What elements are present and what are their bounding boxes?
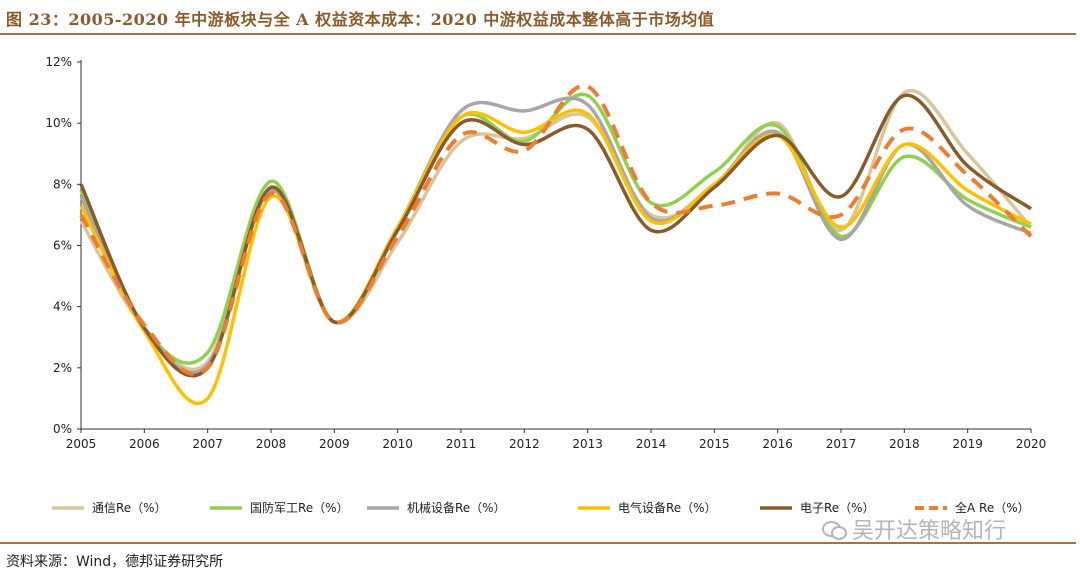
x-tick-label: 2014 (636, 437, 667, 451)
x-tick-label: 2008 (256, 437, 287, 451)
x-tick-label: 2009 (319, 437, 350, 451)
legend-label-2: 国防军工Re（%） (250, 500, 349, 515)
y-tick-label: 4% (53, 300, 72, 314)
y-tick-label: 12% (45, 55, 72, 69)
legend-label-5: 电子Re（%） (800, 501, 875, 515)
legend-label-4: 电气设备Re（%） (618, 500, 717, 515)
x-tick-label: 2011 (446, 437, 477, 451)
series-line-4 (79, 108, 1032, 406)
legend-label-1: 通信Re（%） (92, 501, 167, 515)
line-chart: 0% 2% 4% 6% 8% 10% 12% 2005 2006 2007 2008 2009 2010… (45, 55, 1047, 515)
x-tick-label: 2006 (129, 437, 160, 451)
wechat-icon (822, 519, 847, 540)
page-title: 图 23：2005-2020 年中游板块与全 A 权益资本成本：2020 中游权… (6, 10, 715, 29)
series-line-6 (79, 83, 1033, 377)
watermark: 吴开达策略知行 (822, 513, 1006, 545)
y-tick-label: 8% (53, 177, 72, 191)
watermark-text: 吴开达策略知行 (852, 519, 1007, 544)
x-tick-label: 2017 (826, 437, 857, 451)
x-tick-label: 2012 (509, 437, 540, 451)
y-tick-label: 0% (53, 422, 72, 436)
x-tick-label: 2013 (572, 437, 603, 451)
x-tick-label: 2019 (952, 437, 983, 451)
footer-divider (0, 542, 1076, 544)
x-tick-label: 2020 (1016, 437, 1047, 451)
x-tick-label: 2016 (762, 437, 793, 451)
legend-label-6: 全A Re（%） (955, 500, 1030, 515)
x-tick-label: 2005 (66, 437, 97, 451)
source-note: 资料来源：Wind，德邦证券研究所 (6, 554, 224, 570)
y-tick-label: 6% (53, 239, 72, 253)
x-tick-label: 2015 (699, 437, 730, 451)
series-line-5 (79, 93, 1032, 378)
x-tick-label: 2018 (889, 437, 920, 451)
legend-label-3: 机械设备Re（%） (407, 500, 506, 515)
y-tick-label: 10% (45, 116, 72, 130)
title-divider (0, 33, 1076, 35)
x-tick-label: 2007 (192, 437, 223, 451)
x-tick-label: 2010 (382, 437, 413, 451)
y-tick-label: 2% (53, 361, 72, 375)
